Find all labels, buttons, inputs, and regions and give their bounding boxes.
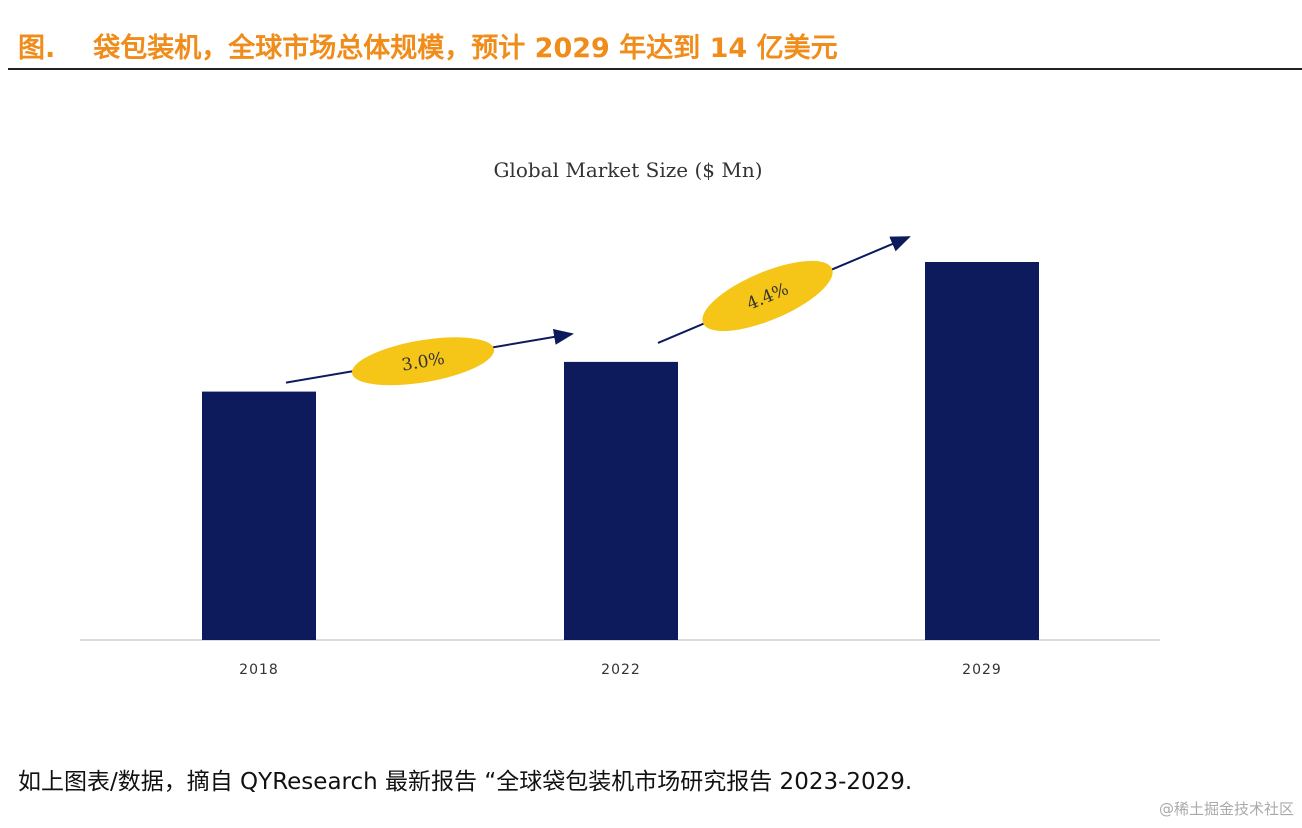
cagr-ellipse [351, 337, 495, 386]
cagr-badge: 3.0% [351, 337, 495, 386]
chart-title: Global Market Size ($ Mn) [493, 158, 762, 182]
title-divider [8, 68, 1302, 70]
figure-label: 图. [18, 33, 56, 64]
cagr-ellipse [702, 260, 833, 332]
watermark: @稀土掘金技术社区 [1158, 800, 1294, 818]
bar-2022 [564, 361, 678, 640]
figure-title: 图. 袋包装机，全球市场总体规模，预计 2029 年达到 14 亿美元 [18, 26, 838, 65]
cagr-badge: 4.4% [702, 260, 833, 332]
bar-2018 [202, 391, 316, 640]
x-tick-label: 2018 [239, 662, 279, 678]
source-note: 如上图表/数据，摘自 QYResearch 最新报告 “全球袋包装机市场研究报告… [18, 769, 913, 795]
x-tick-label: 2022 [601, 662, 641, 678]
bar-2029 [925, 262, 1039, 640]
figure-title-text: 袋包装机，全球市场总体规模，预计 2029 年达到 14 亿美元 [93, 33, 838, 64]
x-tick-label: 2029 [962, 662, 1002, 678]
